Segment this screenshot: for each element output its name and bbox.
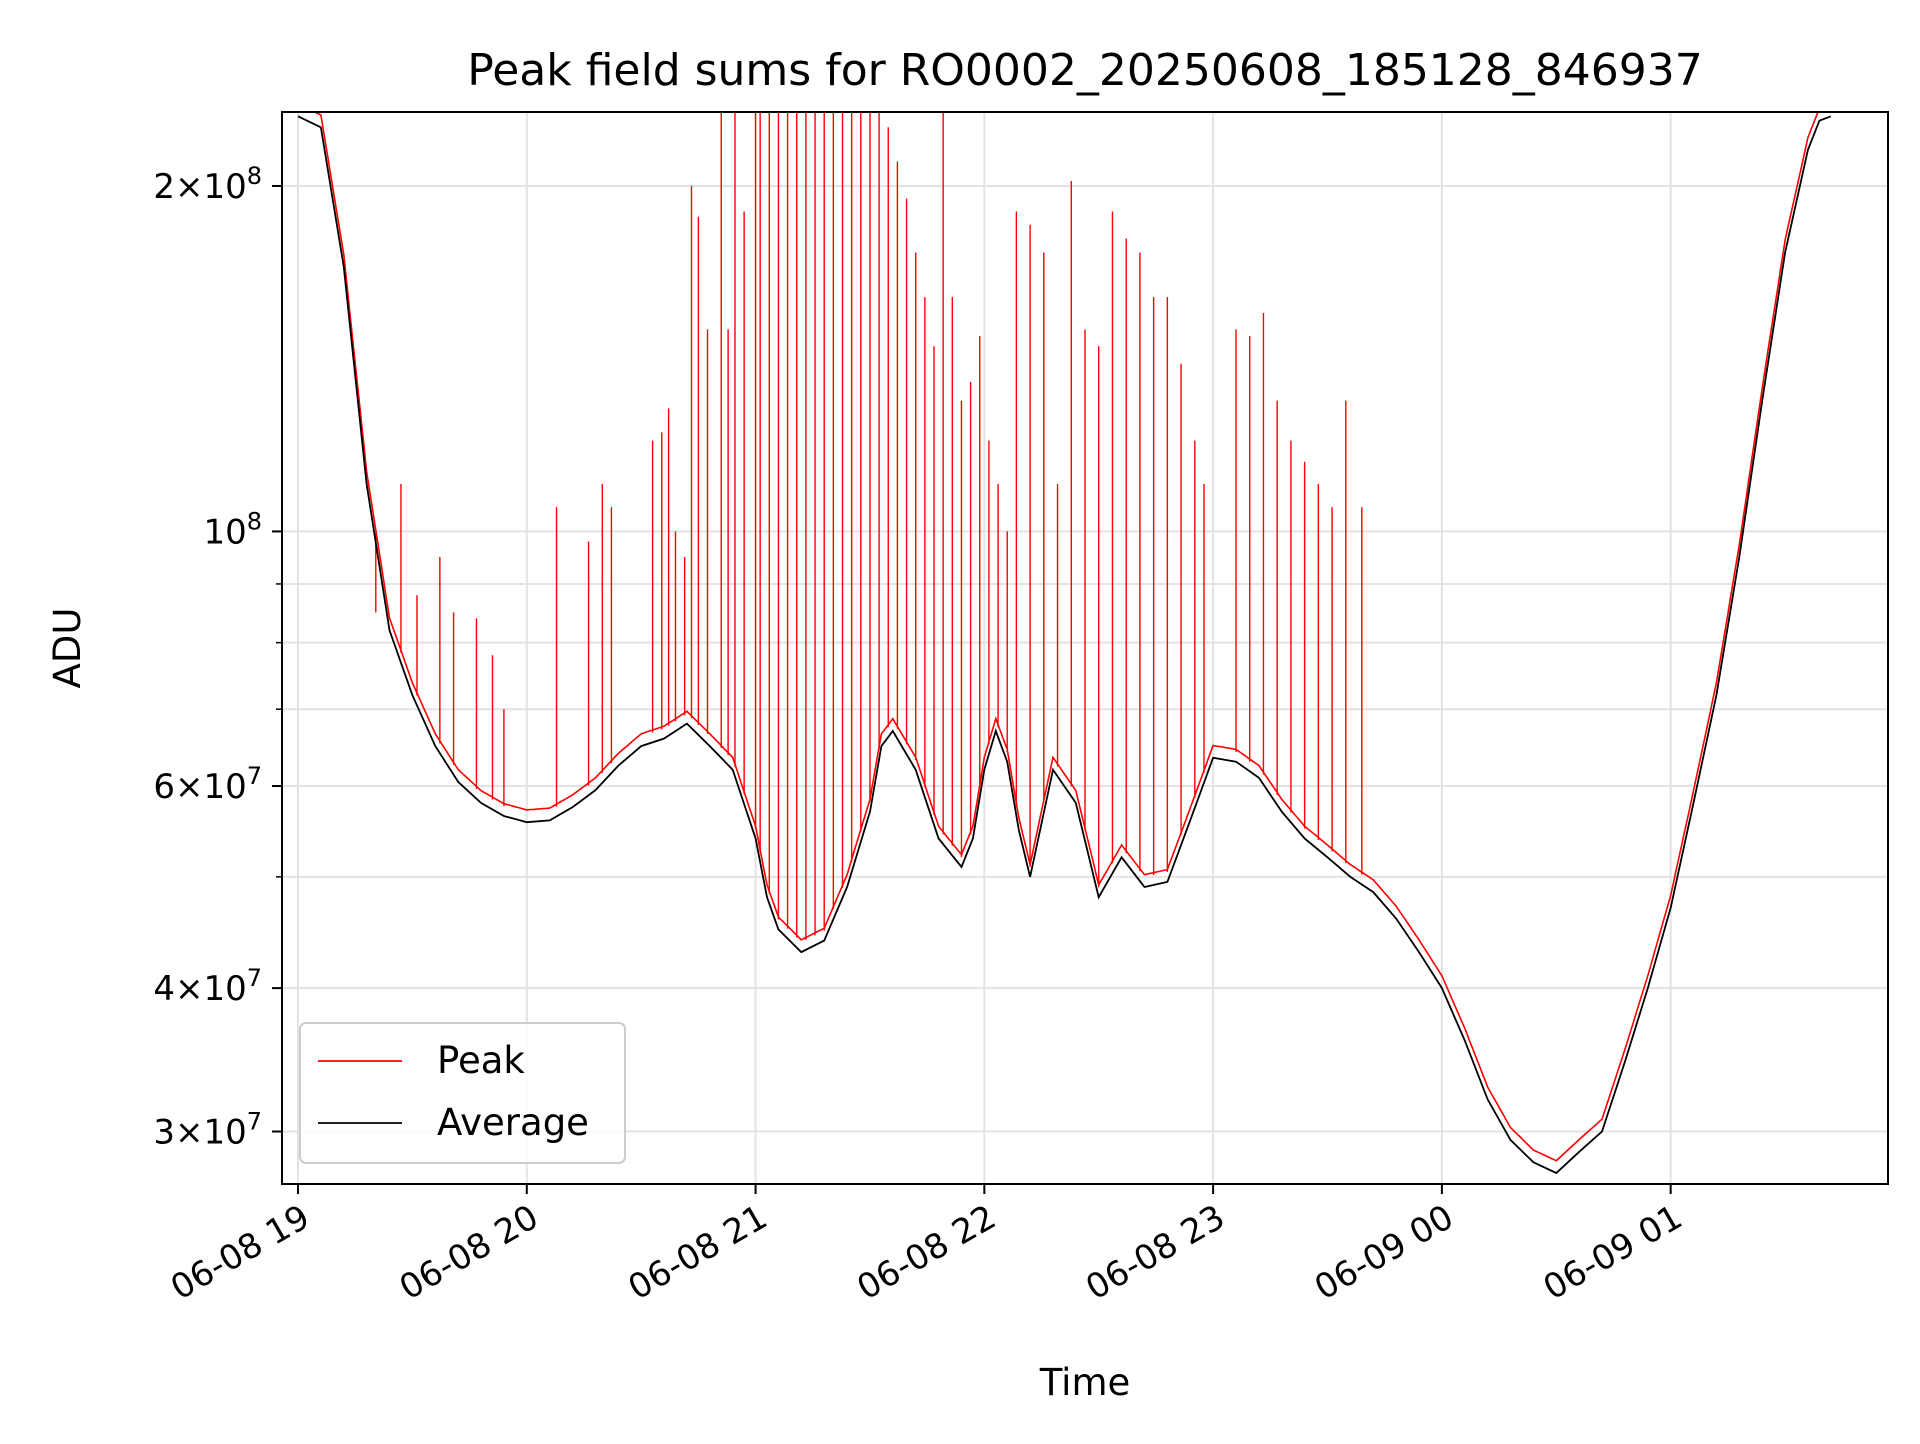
legend-label-peak: Peak — [437, 1039, 525, 1082]
y-axis-label: ADU — [46, 608, 89, 689]
y-tick-label: 4×107 — [153, 964, 262, 1009]
y-tick-label: 108 — [203, 507, 262, 552]
chart-title: Peak field sums for RO0002_20250608_1851… — [467, 45, 1703, 96]
axes-frame — [281, 111, 1889, 1185]
average-series-line — [297, 115, 1832, 1175]
peak-series-line — [312, 112, 1819, 1162]
y-tick-label: 3×107 — [153, 1107, 262, 1152]
legend-label-average: Average — [437, 1101, 589, 1144]
series-layer — [297, 112, 1832, 1175]
legend-box — [299, 1022, 626, 1164]
legend: Peak Average — [299, 1022, 626, 1164]
y-tick-label: 6×107 — [153, 762, 262, 807]
x-axis-label: Time — [1039, 1361, 1131, 1404]
y-tick-label: 2×108 — [153, 162, 262, 207]
